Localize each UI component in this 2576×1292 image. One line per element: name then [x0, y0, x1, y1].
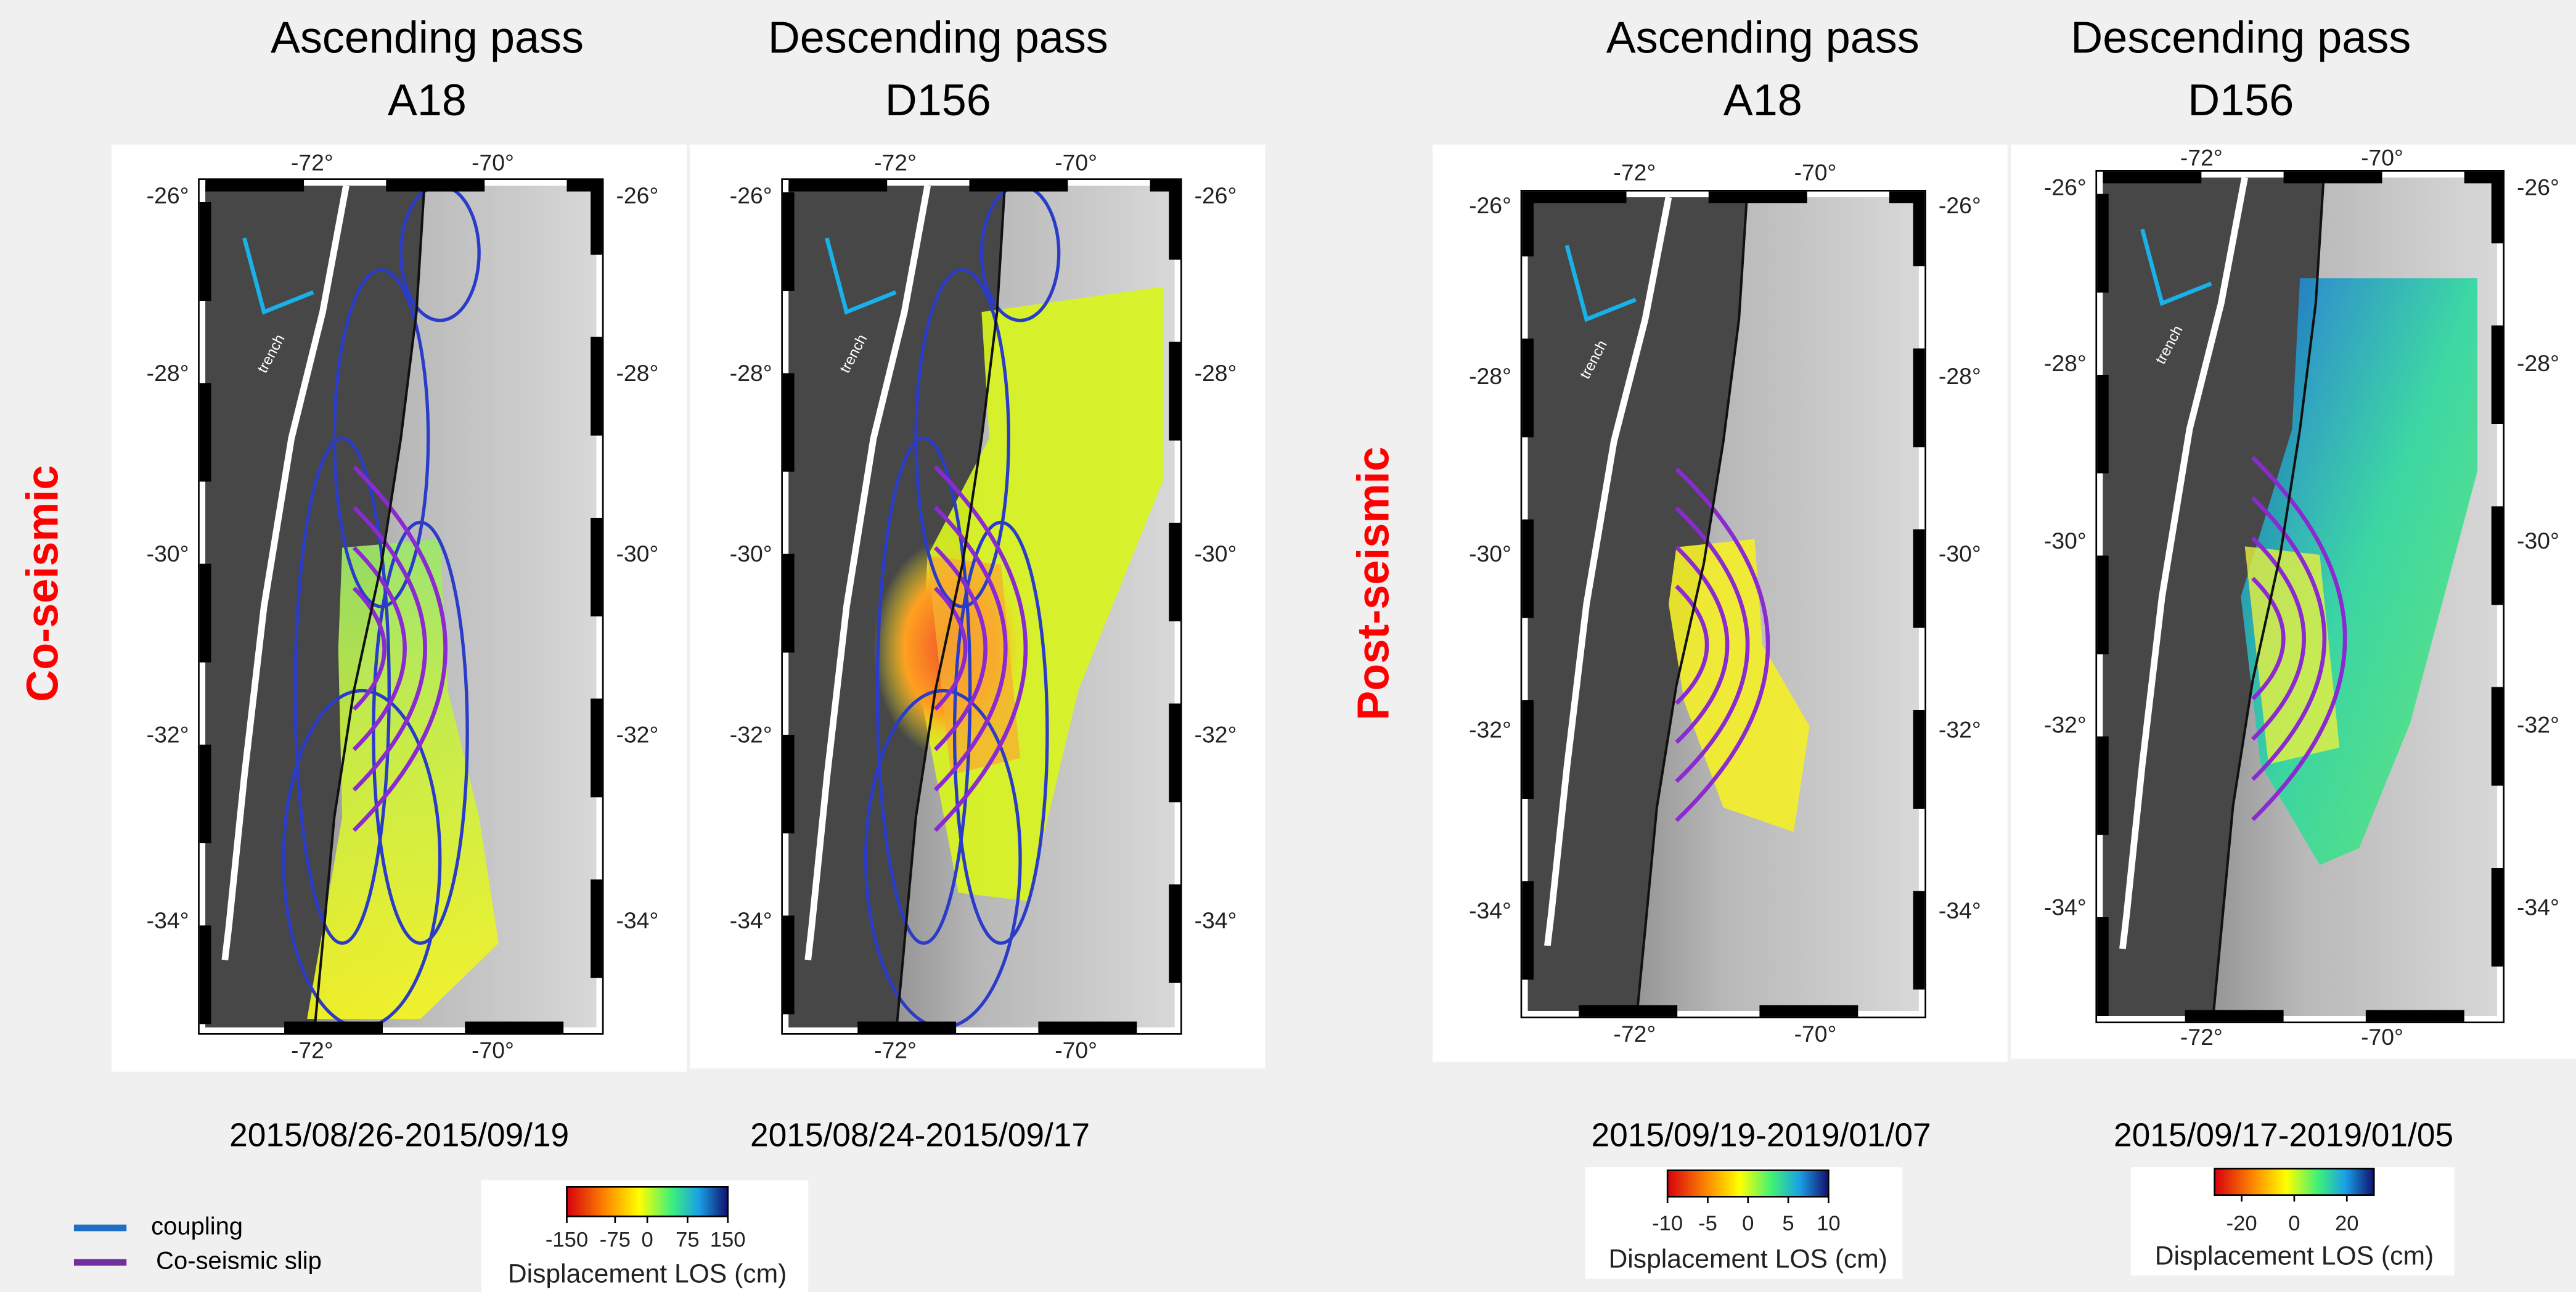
lat-tick-label: -30°	[2044, 528, 2087, 554]
lat-tick-label: -30°	[616, 541, 658, 566]
lat-tick-label: -34°	[1195, 907, 1237, 933]
lat-tick-label: -34°	[147, 907, 189, 933]
acquisition-date: 2015/08/26-2015/09/19	[229, 1117, 569, 1153]
lat-tick-label: -30°	[147, 541, 189, 566]
lon-tick-label: -70°	[1794, 160, 1837, 186]
lat-tick-label: -30°	[2517, 528, 2559, 554]
lat-tick-label: -26°	[616, 182, 658, 208]
lat-tick-label: -26°	[1195, 182, 1237, 208]
lon-tick-label: -70°	[472, 1037, 514, 1063]
lat-tick-label: -26°	[1469, 192, 1511, 218]
colorbar-tick-label: 150	[710, 1228, 746, 1251]
lat-tick-label: -26°	[2517, 174, 2559, 200]
lat-tick-label: -30°	[1469, 541, 1511, 566]
lat-tick-label: -32°	[1939, 717, 1981, 743]
lon-tick-label: -70°	[2361, 1024, 2403, 1050]
lat-tick-label: -32°	[1195, 722, 1237, 748]
colorbar-tick-label: -75	[600, 1228, 631, 1251]
lat-tick-label: -34°	[730, 907, 772, 933]
lon-tick-label: -70°	[472, 150, 514, 176]
panel-title: A18	[388, 76, 467, 125]
lat-tick-label: -34°	[1939, 897, 1981, 923]
colorbar-tick-label: 0	[1742, 1212, 1754, 1235]
lat-tick-label: -28°	[2517, 350, 2559, 376]
panel-title: Descending pass	[2071, 14, 2411, 63]
lat-tick-label: -34°	[616, 907, 658, 933]
lat-tick-label: -26°	[1939, 192, 1981, 218]
colorbar-tick-label: 5	[1782, 1212, 1794, 1235]
colorbar	[2215, 1169, 2374, 1195]
acquisition-date: 2015/09/17-2019/01/05	[2114, 1117, 2453, 1153]
colorbar-tick-label: -150	[546, 1228, 588, 1251]
colorbar-tick-label: 20	[2335, 1212, 2359, 1235]
row-label: Post-seismic	[1349, 447, 1398, 721]
lat-tick-label: -32°	[2517, 712, 2559, 738]
lon-tick-label: -72°	[1613, 1021, 1656, 1047]
lon-tick-label: -72°	[874, 1037, 917, 1063]
lat-tick-label: -32°	[1469, 717, 1511, 743]
colorbar-tick-label: 0	[2288, 1212, 2300, 1235]
panel-title: D156	[2188, 76, 2294, 125]
lat-tick-label: -28°	[1939, 363, 1981, 389]
lat-tick-label: -32°	[147, 722, 189, 748]
lon-tick-label: -72°	[1613, 160, 1656, 186]
lat-tick-label: -32°	[2044, 712, 2087, 738]
colorbar	[566, 1187, 727, 1216]
colorbar-label: Displacement LOS (cm)	[508, 1259, 787, 1289]
lon-tick-label: -70°	[1055, 1037, 1097, 1063]
lat-tick-label: -26°	[730, 182, 772, 208]
lon-tick-label: -72°	[2180, 1024, 2223, 1050]
panel-title: Ascending pass	[1606, 14, 1920, 63]
acquisition-date: 2015/09/19-2019/01/07	[1592, 1117, 1931, 1153]
row-label: Co-seismic	[18, 465, 68, 702]
lat-tick-label: -32°	[616, 722, 658, 748]
colorbar-label: Displacement LOS (cm)	[2155, 1241, 2434, 1270]
panel-title: Ascending pass	[271, 14, 584, 63]
colorbar-tick-label: 0	[641, 1228, 653, 1251]
lat-tick-label: -30°	[1939, 541, 1981, 566]
lon-tick-label: -72°	[291, 1037, 333, 1063]
lat-tick-label: -28°	[1469, 363, 1511, 389]
lat-tick-label: -28°	[1195, 360, 1237, 386]
panel-title: D156	[885, 76, 991, 125]
lat-tick-label: -26°	[2044, 174, 2087, 200]
colorbar-tick-label: -10	[1652, 1212, 1683, 1235]
figure: Co-seismic Post-seismic Ascending pass A18 2…	[0, 0, 2576, 1292]
colorbar-tick-label: -20	[2226, 1212, 2257, 1235]
lat-tick-label: -30°	[1195, 541, 1237, 566]
colorbar-tick-label: -5	[1698, 1212, 1717, 1235]
lon-tick-label: -72°	[2180, 145, 2223, 171]
lat-tick-label: -28°	[730, 360, 772, 386]
lon-tick-label: -70°	[1794, 1021, 1837, 1047]
lat-tick-label: -34°	[1469, 897, 1511, 923]
page: Co-seismic Post-seismic Ascending pass A18 2…	[0, 0, 2576, 1292]
lat-tick-label: -34°	[2517, 894, 2559, 920]
lat-tick-label: -32°	[730, 722, 772, 748]
lon-tick-label: -70°	[1055, 150, 1097, 176]
colorbar-label: Displacement LOS (cm)	[1609, 1245, 1887, 1274]
colorbar-tick-label: 10	[1817, 1212, 1841, 1235]
legend-label: Co-seismic slip	[156, 1248, 322, 1275]
lat-tick-label: -30°	[730, 541, 772, 566]
panel-title: A18	[1723, 76, 1802, 125]
lon-tick-label: -70°	[2361, 145, 2403, 171]
lon-tick-label: -72°	[291, 150, 333, 176]
lat-tick-label: -28°	[147, 360, 189, 386]
lat-tick-label: -26°	[147, 182, 189, 208]
colorbar	[1667, 1171, 1828, 1197]
lon-tick-label: -72°	[874, 150, 917, 176]
lat-tick-label: -28°	[616, 360, 658, 386]
legend-label: coupling	[151, 1213, 243, 1240]
panel-title: Descending pass	[768, 14, 1108, 63]
lat-tick-label: -34°	[2044, 894, 2087, 920]
lat-tick-label: -28°	[2044, 350, 2087, 376]
colorbar-tick-label: 75	[676, 1228, 700, 1251]
acquisition-date: 2015/08/24-2015/09/17	[750, 1117, 1090, 1153]
